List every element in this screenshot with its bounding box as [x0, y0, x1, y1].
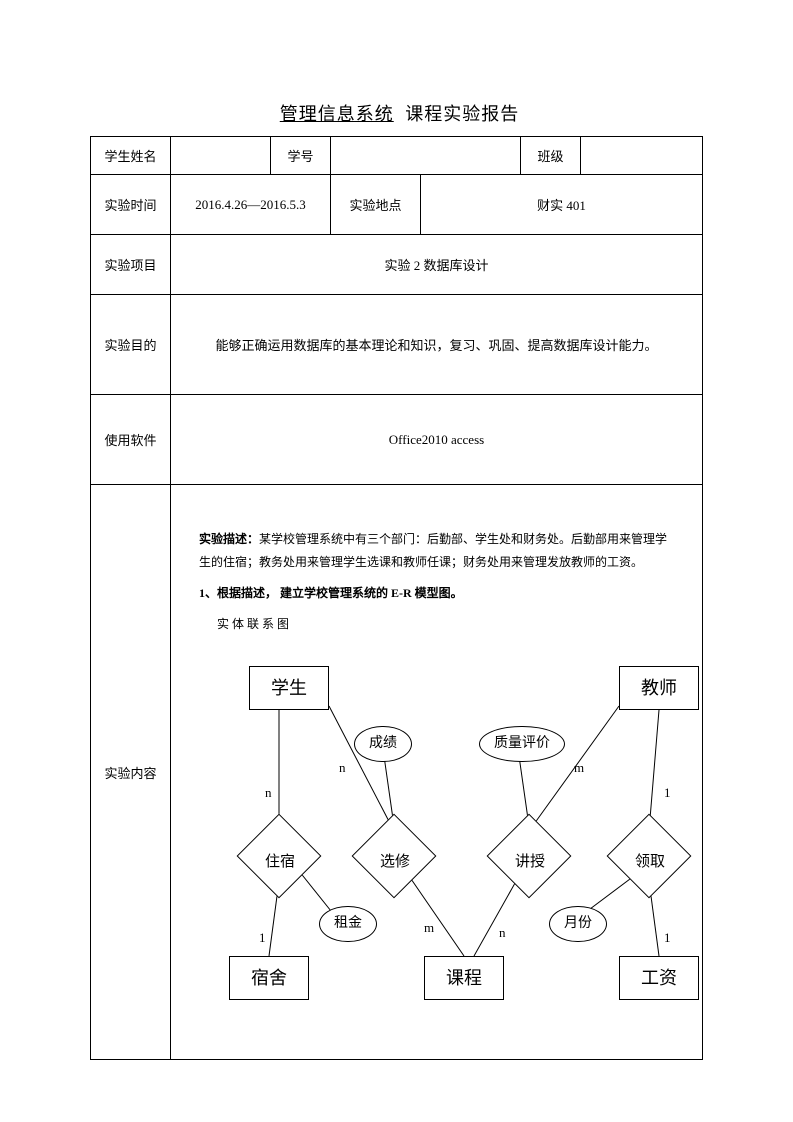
label-exp-project: 实验项目 [91, 235, 171, 295]
card-teacher-receive: 1 [664, 781, 671, 806]
label-exp-content: 实验内容 [91, 485, 171, 1060]
attr-rent: 租金 [319, 906, 377, 943]
diagram-subtitle: 实 体 联 系 图 [199, 613, 674, 636]
table-row: 实验内容 实验描述：某学校管理系统中有三个部门：后勤部、学生处和财务处。后勤部用… [91, 485, 703, 1060]
entity-course: 课程 [424, 956, 504, 1000]
card-student-select: n [339, 756, 346, 781]
task-bold: 建立学校管理系统的 E-R 模型图。 [280, 586, 463, 600]
entity-teacher: 教师 [619, 666, 699, 710]
value-exp-place: 财实 401 [421, 175, 703, 235]
value-software: Office2010 access [171, 395, 703, 485]
task-prefix: 1、根据描述， [199, 586, 277, 600]
value-class [581, 137, 703, 175]
label-class: 班级 [521, 137, 581, 175]
attr-quality: 质量评价 [479, 726, 565, 763]
attr-score: 成绩 [354, 726, 412, 763]
value-exp-content: 实验描述：某学校管理系统中有三个部门：后勤部、学生处和财务处。后勤部用来管理学生… [171, 485, 703, 1060]
title-suffix: 课程实验报告 [405, 104, 519, 124]
value-student-name [171, 137, 271, 175]
label-student-name: 学生姓名 [91, 137, 171, 175]
value-student-id [331, 137, 521, 175]
experiment-description: 实验描述：某学校管理系统中有三个部门：后勤部、学生处和财务处。后勤部用来管理学生… [199, 528, 674, 574]
card-select-course: m [424, 916, 434, 941]
label-software: 使用软件 [91, 395, 171, 485]
task-line: 1、根据描述， 建立学校管理系统的 E-R 模型图。 [199, 582, 674, 605]
content-body: 实验描述：某学校管理系统中有三个部门：后勤部、学生处和财务处。后勤部用来管理学生… [175, 510, 698, 1033]
er-diagram: 学生 教师 宿舍 课程 工资 住宿 选修 讲授 领取 成绩 质量评价 租金 [199, 646, 729, 1016]
desc-text: 某学校管理系统中有三个部门：后勤部、学生处和财务处。后勤部用来管理学生的住宿；教… [199, 532, 667, 569]
table-row: 实验时间 2016.4.26—2016.5.3 实验地点 财实 401 [91, 175, 703, 235]
card-live-dorm: 1 [259, 926, 266, 951]
table-row: 实验项目 实验 2 数据库设计 [91, 235, 703, 295]
label-exp-place: 实验地点 [331, 175, 421, 235]
desc-label: 实验描述： [199, 532, 259, 546]
table-row: 使用软件 Office2010 access [91, 395, 703, 485]
card-receive-salary: 1 [664, 926, 671, 951]
value-exp-project: 实验 2 数据库设计 [171, 235, 703, 295]
card-teach-course: n [499, 921, 506, 946]
label-exp-time: 实验时间 [91, 175, 171, 235]
title-course-name: 管理信息系统 [274, 104, 400, 124]
card-student-live: n [265, 781, 272, 806]
value-exp-time: 2016.4.26—2016.5.3 [171, 175, 331, 235]
page-title: 管理信息系统 课程实验报告 [90, 100, 703, 126]
card-teacher-teach: m [574, 756, 584, 781]
entity-student: 学生 [249, 666, 329, 710]
attr-month: 月份 [549, 906, 607, 943]
table-row: 实验目的 能够正确运用数据库的基本理论和知识，复习、巩固、提高数据库设计能力。 [91, 295, 703, 395]
table-row: 学生姓名 学号 班级 [91, 137, 703, 175]
label-student-id: 学号 [271, 137, 331, 175]
value-exp-goal: 能够正确运用数据库的基本理论和知识，复习、巩固、提高数据库设计能力。 [171, 295, 703, 395]
entity-salary: 工资 [619, 956, 699, 1000]
label-exp-goal: 实验目的 [91, 295, 171, 395]
entity-dorm: 宿舍 [229, 956, 309, 1000]
report-table: 学生姓名 学号 班级 实验时间 2016.4.26—2016.5.3 实验地点 … [90, 136, 703, 1060]
